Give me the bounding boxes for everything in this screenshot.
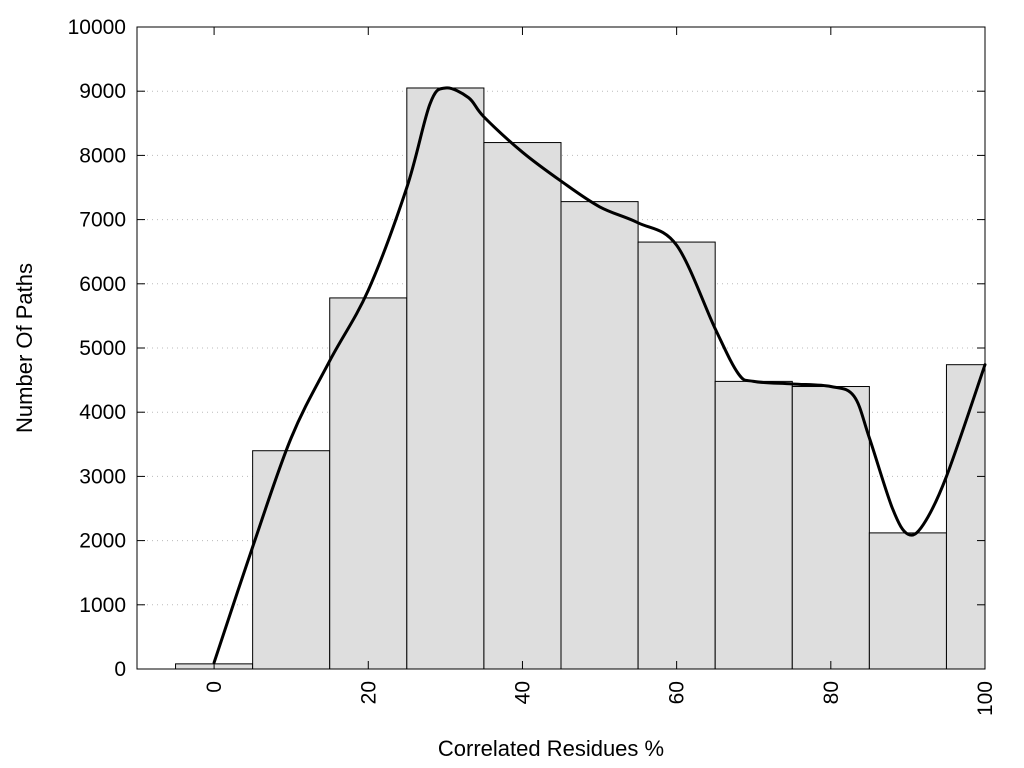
histogram-bar bbox=[406, 87, 485, 670]
x-tick-label: 20 bbox=[357, 681, 380, 704]
histogram-bar bbox=[483, 142, 562, 670]
histogram-bar bbox=[714, 380, 793, 670]
histogram-bars bbox=[175, 87, 986, 670]
y-tick-label: 7000 bbox=[79, 209, 126, 232]
y-tick-label: 5000 bbox=[79, 337, 126, 360]
x-tick-label: 60 bbox=[666, 681, 689, 704]
x-tick-label: 80 bbox=[820, 681, 843, 704]
histogram-bar bbox=[560, 201, 639, 670]
y-tick-label: 10000 bbox=[68, 16, 126, 39]
x-tick-label: 0 bbox=[203, 681, 226, 693]
x-tick-label: 100 bbox=[974, 681, 997, 716]
smoothed-curve-line bbox=[212, 86, 987, 665]
y-tick-label: 3000 bbox=[79, 465, 126, 488]
histogram-bar bbox=[945, 364, 986, 670]
x-axis-title: Correlated Residues % bbox=[438, 736, 664, 761]
y-tick-label: 0 bbox=[114, 658, 126, 681]
histogram-bar bbox=[637, 241, 716, 670]
y-tick-label: 4000 bbox=[79, 401, 126, 424]
y-tick-label: 9000 bbox=[79, 80, 126, 103]
y-tick-label: 6000 bbox=[79, 273, 126, 296]
y-tick-label: 2000 bbox=[79, 530, 126, 553]
histogram-bar bbox=[868, 532, 947, 670]
y-axis: 0 1000 2000 3000 4000 5000 6000 7000 8000 9000 100… bbox=[68, 16, 985, 681]
x-axis: 0 20 40 60 80 100 bbox=[203, 27, 997, 716]
x-tick-label: 40 bbox=[511, 681, 534, 704]
y-tick-label: 8000 bbox=[79, 144, 126, 167]
y-axis-title: Number Of Paths bbox=[12, 263, 37, 433]
histogram-bar bbox=[329, 297, 408, 670]
y-tick-label: 1000 bbox=[79, 594, 126, 617]
histogram-bar bbox=[252, 450, 331, 670]
histogram-bar bbox=[791, 386, 870, 670]
